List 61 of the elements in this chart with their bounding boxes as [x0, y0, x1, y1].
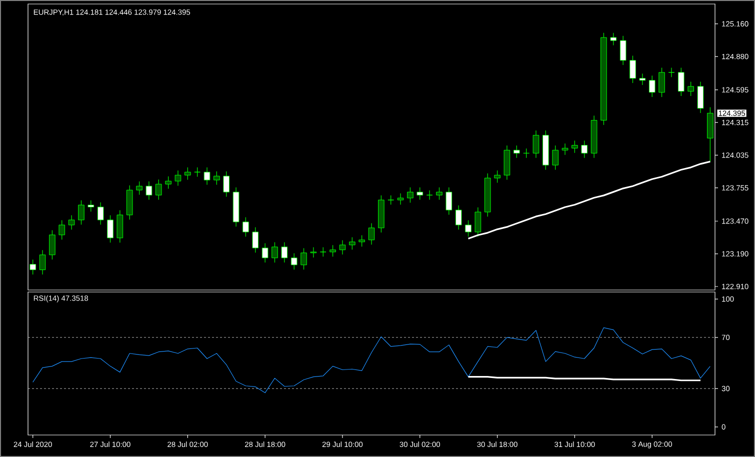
- candlestick: [204, 167, 210, 185]
- candlestick: [262, 243, 268, 263]
- candlestick: [68, 214, 75, 230]
- candlestick: [174, 170, 182, 186]
- line-series: [32, 327, 710, 394]
- candlestick: [349, 236, 356, 250]
- candlestick: [39, 250, 46, 275]
- candlestick: [97, 202, 104, 225]
- candlestick: [610, 32, 617, 46]
- candlestick: [658, 67, 665, 98]
- candlestick: [397, 193, 404, 205]
- candlestick: [630, 55, 636, 84]
- candlestick: [446, 187, 452, 215]
- candlestick: [639, 73, 646, 86]
- candlestick: [697, 81, 704, 114]
- candlestick: [532, 130, 540, 158]
- candlestick: [320, 246, 326, 257]
- candlestick: [136, 181, 142, 196]
- candlestick: [310, 246, 317, 258]
- candlestick: [58, 220, 66, 240]
- candlestick: [330, 244, 336, 257]
- candlestick: [78, 200, 84, 225]
- candlestick: [581, 140, 588, 158]
- candlestick: [620, 36, 626, 66]
- candlestick: [648, 75, 656, 98]
- candlestick: [252, 227, 259, 253]
- candlestick: [388, 195, 394, 205]
- candlestick: [407, 187, 414, 203]
- candlestick: [214, 171, 220, 185]
- candlestick: [572, 140, 578, 154]
- candlestick: [416, 187, 424, 200]
- candlestick: [678, 67, 684, 96]
- candlestick: [272, 242, 278, 263]
- candlestick: [194, 167, 200, 178]
- candlestick: [368, 222, 375, 245]
- candlestick: [562, 143, 568, 156]
- candlestick: [668, 67, 675, 78]
- candlestick: [426, 190, 433, 200]
- candlestick: [49, 230, 56, 260]
- candlestick: [523, 148, 530, 158]
- candlestick: [281, 242, 288, 263]
- candlestick: [146, 181, 152, 200]
- candlestick: [184, 167, 191, 180]
- candlestick: [688, 81, 694, 96]
- candlestick: [455, 205, 462, 230]
- candlestick: [88, 200, 94, 212]
- candlestick: [116, 210, 124, 243]
- candlestick: [223, 171, 230, 198]
- candlestick: [513, 145, 520, 158]
- candlestick: [436, 187, 442, 200]
- candlestick: [290, 252, 298, 270]
- candlestick: [107, 214, 114, 243]
- candlestick: [358, 234, 365, 247]
- candlestick: [242, 216, 249, 237]
- candlestick: [155, 179, 162, 200]
- candlestick: [300, 248, 307, 270]
- candlestick: [494, 170, 500, 184]
- candlestick: [165, 176, 172, 190]
- candlestick: [474, 207, 482, 237]
- candlestick: [339, 240, 346, 255]
- candlestick: [552, 145, 558, 170]
